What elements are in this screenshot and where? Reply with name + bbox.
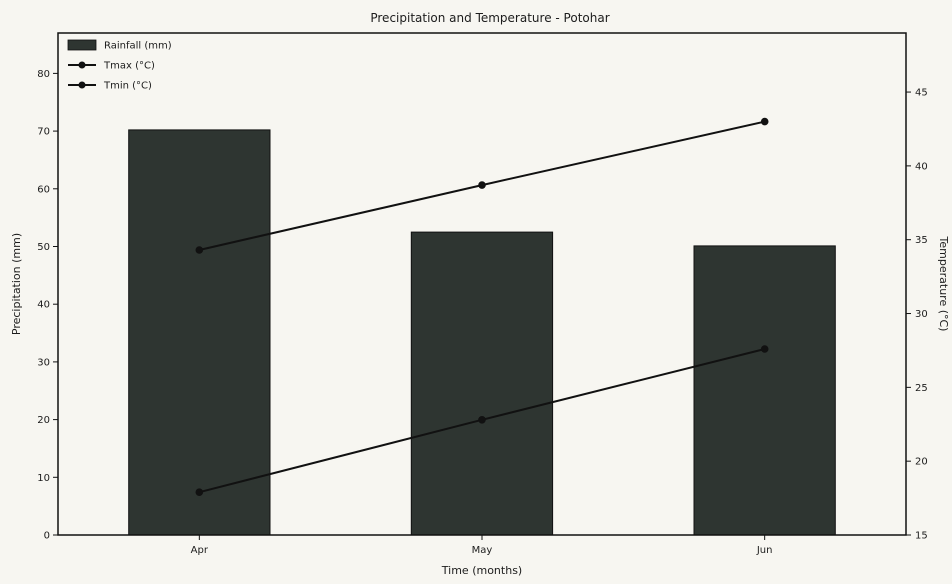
legend-label-rainfall: Rainfall (mm)	[104, 41, 172, 52]
y-tick-label-60: 60	[37, 184, 50, 195]
bar-jun	[693, 245, 836, 536]
x-axis: Apr May Jun	[191, 535, 773, 556]
point-tmax-may	[478, 181, 486, 189]
y2-axis-label: Temperature (°C)	[937, 236, 950, 332]
x-tick-label-apr: Apr	[191, 545, 209, 556]
y-tick-label-70: 70	[37, 127, 50, 138]
legend-label-tmin: Tmin (°C)	[103, 81, 152, 92]
legend-marker-tmin	[78, 81, 86, 89]
y-tick-label-10: 10	[37, 473, 50, 484]
x-axis-label: Time (months)	[441, 564, 522, 577]
point-tmin-may	[478, 416, 486, 424]
y-tick-label-20: 20	[37, 415, 50, 426]
point-tmin-apr	[195, 488, 204, 497]
chart-title: Precipitation and Temperature - Potohar	[370, 11, 609, 25]
y2-tick-label-25: 25	[915, 383, 928, 394]
plot-area	[128, 117, 836, 536]
bar-apr	[128, 129, 271, 536]
y-tick-label-50: 50	[37, 242, 50, 253]
point-tmin-jun	[760, 345, 769, 353]
left-axis: 0 10 20 30 40 50 60 70 80	[37, 69, 58, 542]
legend-marker-tmax	[78, 61, 86, 69]
y2-tick-label-20: 20	[915, 457, 928, 468]
legend-label-tmax: Tmax (°C)	[103, 61, 155, 72]
point-tmax-apr	[195, 246, 204, 254]
x-tick-label-may: May	[472, 545, 493, 556]
legend: Rainfall (mm) Tmax (°C) Tmin (°C)	[67, 39, 172, 92]
y2-tick-label-30: 30	[915, 309, 928, 320]
y-tick-label-0: 0	[44, 531, 50, 542]
y-axis-label: Precipitation (mm)	[10, 233, 23, 335]
y-tick-label-40: 40	[37, 300, 50, 311]
point-tmax-jun	[760, 117, 769, 126]
bar-may	[410, 231, 554, 536]
right-axis: 15 20 25 30 35 40 45	[906, 88, 928, 542]
y-tick-label-30: 30	[37, 357, 50, 368]
y2-tick-label-40: 40	[915, 161, 928, 172]
x-tick-label-jun: Jun	[756, 545, 773, 556]
y2-tick-label-45: 45	[915, 88, 928, 99]
y-tick-label-80: 80	[37, 69, 50, 80]
y2-tick-label-15: 15	[915, 531, 928, 542]
y2-tick-label-35: 35	[915, 235, 928, 246]
legend-swatch-rainfall	[67, 39, 97, 51]
